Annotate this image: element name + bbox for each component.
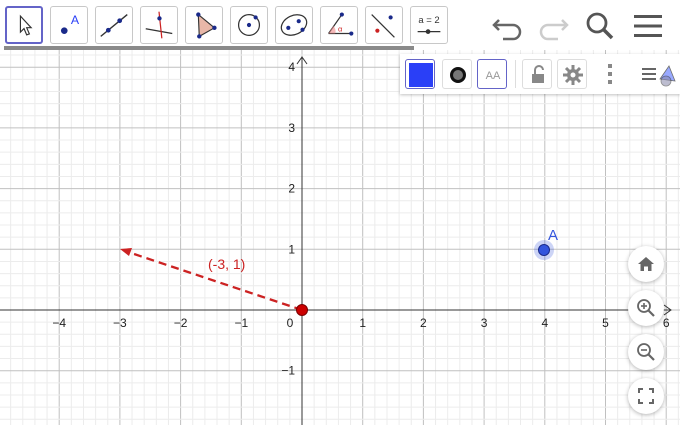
y-tick-label: −1 bbox=[281, 364, 295, 378]
zoom-out-button[interactable] bbox=[628, 334, 664, 370]
circle-tool-button[interactable] bbox=[230, 6, 268, 44]
home-icon bbox=[638, 257, 654, 271]
hamburger-menu-icon bbox=[634, 15, 662, 37]
y-tick-label: 1 bbox=[288, 242, 295, 256]
lock-button[interactable] bbox=[522, 59, 552, 89]
algebra-view-toggle[interactable] bbox=[640, 59, 676, 89]
point-style-button[interactable] bbox=[442, 59, 472, 89]
color-swatch bbox=[409, 63, 433, 87]
svg-text:α: α bbox=[338, 25, 343, 34]
origin-point[interactable] bbox=[296, 304, 308, 316]
point-tool-button[interactable]: A bbox=[50, 6, 88, 44]
redo-icon bbox=[539, 19, 569, 41]
y-tick-label: 2 bbox=[288, 182, 295, 196]
graphics-view[interactable]: −4 −3 −2 −1 0 1 2 3 4 5 6 4 3 2 1 −1 (-3, 1) A bbox=[0, 50, 680, 425]
polygon-icon bbox=[196, 12, 217, 39]
toolbar-scroll-indicator bbox=[4, 46, 414, 50]
vector-label: (-3, 1) bbox=[208, 256, 245, 272]
circle-center-point-icon bbox=[237, 13, 261, 37]
fullscreen-icon bbox=[638, 388, 654, 404]
zoom-in-icon bbox=[637, 299, 655, 317]
point-icon: A bbox=[60, 13, 80, 34]
point-a-label: A bbox=[548, 227, 558, 244]
slider-tool-button[interactable]: a = 2 bbox=[410, 6, 448, 44]
style-bar-divider bbox=[515, 60, 516, 88]
zoom-in-button[interactable] bbox=[628, 290, 664, 326]
gear-icon bbox=[563, 65, 583, 85]
x-tick-label: 0 bbox=[287, 316, 294, 330]
angle-icon: α bbox=[328, 12, 354, 36]
reflect-tool-button[interactable] bbox=[365, 6, 403, 44]
axes bbox=[0, 56, 672, 425]
line-icon bbox=[100, 14, 128, 37]
redo-button[interactable] bbox=[536, 8, 572, 44]
ellipse-icon bbox=[280, 14, 308, 36]
menu-button[interactable] bbox=[630, 8, 666, 44]
vector-line[interactable] bbox=[127, 250, 303, 312]
undo-icon bbox=[492, 19, 522, 41]
x-tick-label: 4 bbox=[541, 316, 548, 330]
home-button[interactable] bbox=[628, 246, 664, 282]
x-tick-label: 5 bbox=[602, 316, 609, 330]
label-style-icon: AA bbox=[486, 70, 501, 82]
vector-arrowhead bbox=[120, 248, 132, 256]
angle-tool-button[interactable]: α bbox=[320, 6, 358, 44]
algebra-view-icon bbox=[642, 65, 676, 87]
more-vert-icon bbox=[608, 64, 612, 84]
color-button[interactable] bbox=[405, 59, 435, 89]
x-tick-label: 2 bbox=[420, 316, 427, 330]
move-tool-button[interactable] bbox=[5, 6, 43, 44]
point-style-icon bbox=[450, 67, 466, 83]
line-tool-button[interactable] bbox=[95, 6, 133, 44]
arrow-cursor-icon bbox=[19, 14, 33, 36]
x-tick-label: 6 bbox=[663, 316, 670, 330]
style-bar: AA bbox=[400, 54, 680, 94]
undo-button[interactable] bbox=[489, 8, 525, 44]
search-button[interactable] bbox=[582, 8, 618, 44]
y-tick-label: 4 bbox=[288, 60, 295, 74]
fullscreen-button[interactable] bbox=[628, 378, 664, 414]
label-style-button[interactable]: AA bbox=[477, 59, 507, 89]
lock-icon bbox=[532, 65, 544, 83]
x-tick-label: 1 bbox=[359, 316, 366, 330]
grid bbox=[0, 50, 680, 425]
slider-icon: a = 2 bbox=[417, 15, 441, 34]
search-icon bbox=[586, 12, 614, 40]
x-tick-label: −3 bbox=[113, 316, 127, 330]
x-tick-label: −2 bbox=[174, 316, 188, 330]
ellipse-tool-button[interactable] bbox=[275, 6, 313, 44]
point-a[interactable] bbox=[538, 244, 550, 256]
perpendicular-line-icon bbox=[145, 11, 173, 39]
y-tick-label: 3 bbox=[288, 121, 295, 135]
x-tick-label: −4 bbox=[52, 316, 66, 330]
zoom-out-icon bbox=[637, 343, 655, 361]
perpendicular-tool-button[interactable] bbox=[140, 6, 178, 44]
x-tick-label: 3 bbox=[481, 316, 488, 330]
svg-text:a = 2: a = 2 bbox=[418, 15, 439, 26]
svg-text:AA: AA bbox=[486, 70, 501, 82]
toolbar: A bbox=[0, 0, 680, 50]
more-options-button[interactable] bbox=[595, 59, 625, 89]
polygon-tool-button[interactable] bbox=[185, 6, 223, 44]
reflect-icon bbox=[371, 14, 395, 38]
svg-text:A: A bbox=[71, 13, 80, 27]
x-tick-label: −1 bbox=[234, 316, 248, 330]
settings-button[interactable] bbox=[557, 59, 587, 89]
tick-labels: −4 −3 −2 −1 0 1 2 3 4 5 6 4 3 2 1 −1 bbox=[52, 60, 670, 378]
